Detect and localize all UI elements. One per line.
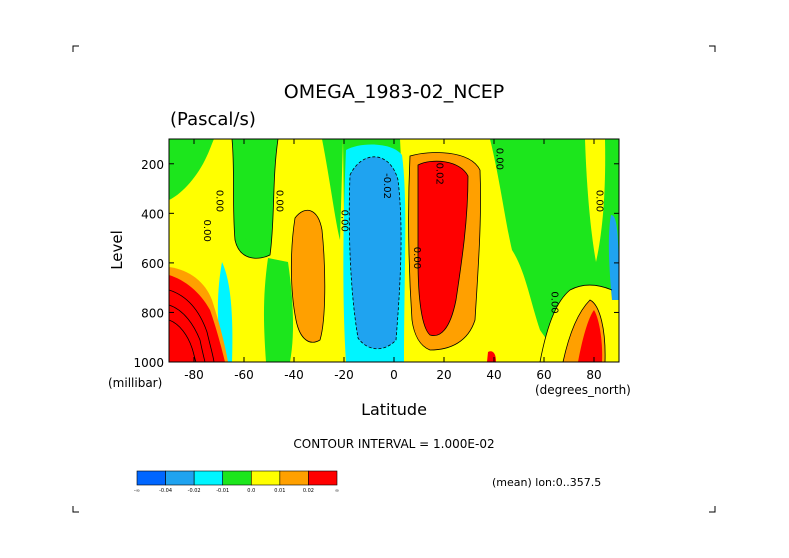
colorbar-swatch	[136, 470, 166, 486]
x-tick-label: 0	[390, 368, 398, 382]
y-tick-label: 1000	[133, 356, 164, 370]
red-region-north	[418, 161, 468, 336]
contour-label: 0.00	[274, 190, 285, 212]
crop-marks	[72, 45, 716, 513]
colorbar-swatch	[279, 470, 309, 486]
colorbar: -∞ -0.04 -0.02 -0.01 0.0 0.01 0.02 ∞	[134, 470, 339, 494]
colorbar-label: 0.01	[274, 488, 285, 494]
green-island-a	[232, 139, 270, 244]
mean-lon-text: (mean) lon:0..357.5	[492, 476, 601, 489]
colorbar-label: 0.0	[247, 488, 255, 494]
x-tick-label: 60	[536, 368, 551, 382]
contour-label: -0.02	[381, 173, 392, 199]
x-axis-ticks: -80 -60 -40 -20 0 20 40 60 80	[184, 139, 602, 382]
blue-region	[349, 156, 402, 349]
contour-label: 0.02	[434, 163, 445, 185]
chart-units: (Pascal/s)	[170, 109, 256, 130]
orange-region-south	[291, 210, 325, 343]
colorbar-swatch	[308, 470, 338, 486]
colorbar-swatch	[193, 470, 224, 486]
green-island-c	[322, 139, 343, 240]
colorbar-label: 0.02	[303, 488, 314, 494]
colorbar-swatch	[222, 470, 252, 486]
colorbar-label: ∞	[335, 488, 339, 494]
x-tick-label: 20	[436, 368, 451, 382]
y-axis-ticks: 200 400 600 800 1000	[133, 158, 619, 370]
contour-interval-text: CONTOUR INTERVAL = 1.000E-02	[293, 437, 494, 451]
x-tick-label: -80	[184, 368, 204, 382]
y-tick-label: 200	[141, 158, 164, 172]
colorbar-label: -0.04	[159, 488, 172, 494]
contour-lines	[169, 139, 613, 362]
contour-label: 0.00	[214, 190, 225, 212]
contour-fills	[169, 139, 619, 362]
x-tick-label: -40	[284, 368, 304, 382]
plot-area: 0.000.00 0.000.00-0.020.000.020.000.000.0…	[133, 138, 620, 382]
x-axis-units: (degrees_north)	[535, 383, 631, 397]
cyan-strip-right	[608, 215, 619, 300]
contour-label: 0.00	[201, 220, 212, 242]
x-tick-label: 40	[486, 368, 501, 382]
y-tick-label: 400	[141, 207, 164, 221]
contour-label: 0.00	[339, 210, 350, 232]
contour-label: 0.00	[549, 291, 560, 313]
contour-label: 0.00	[411, 247, 422, 269]
x-tick-label: 80	[586, 368, 601, 382]
x-tick-label: -20	[334, 368, 354, 382]
x-axis-label: Latitude	[361, 400, 427, 419]
y-tick-label: 600	[141, 257, 164, 271]
y-axis-units: (millibar)	[108, 376, 162, 390]
colorbar-label: -∞	[134, 488, 140, 494]
red-region-right	[578, 310, 603, 362]
x-tick-label: -60	[234, 368, 254, 382]
yellow-region-right-top	[585, 139, 606, 262]
chart-title: OMEGA_1983-02_NCEP	[284, 81, 504, 103]
contour-label: 0.00	[494, 148, 505, 170]
contour-label: 0.00	[594, 190, 605, 212]
colorbar-swatch	[165, 470, 195, 486]
colorbar-label: -0.01	[216, 488, 229, 494]
contour-labels: 0.000.00 0.000.00-0.020.000.020.000.000.0…	[201, 148, 605, 314]
colorbar-swatch	[250, 470, 281, 486]
colorbar-label: -0.02	[188, 488, 201, 494]
green-island-b	[264, 258, 294, 362]
y-tick-label: 800	[141, 306, 164, 320]
y-axis-label: Level	[108, 230, 126, 270]
